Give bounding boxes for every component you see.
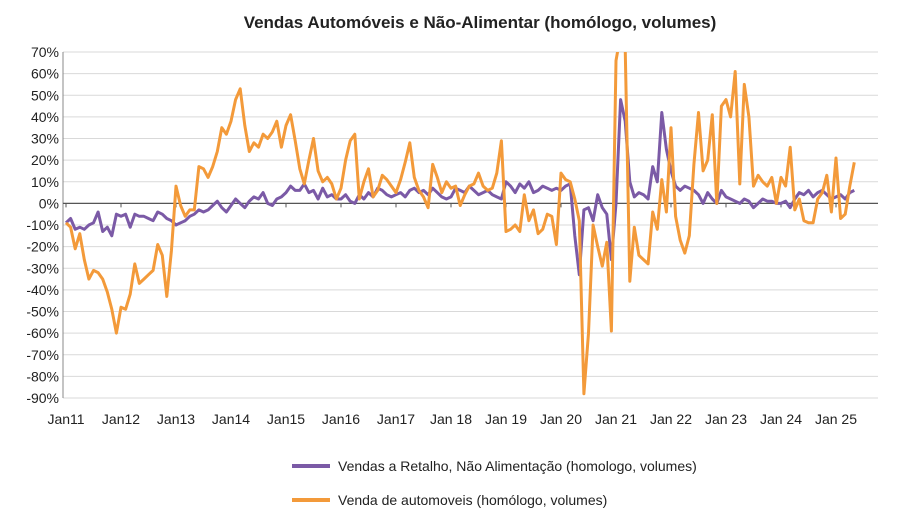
x-tick-label: Jan 24 — [760, 411, 802, 427]
x-tick-label: Jan16 — [322, 411, 360, 427]
x-tick-label: Jan 19 — [485, 411, 527, 427]
y-tick-label: -70% — [26, 347, 59, 363]
y-tick-label: 70% — [31, 44, 59, 60]
series-line-retail — [64, 98, 855, 277]
y-tick-label: 20% — [31, 152, 59, 168]
y-tick-label: 50% — [31, 87, 59, 103]
x-tick-label: Jan17 — [377, 411, 415, 427]
gridlines — [62, 51, 878, 399]
x-tick-label: Jan 22 — [650, 411, 692, 427]
x-tick-label: Jan15 — [267, 411, 305, 427]
x-tick-label: Jan 23 — [705, 411, 747, 427]
x-tick-label: Jan14 — [212, 411, 250, 427]
x-axis-ticks: Jan11 Jan12 Jan13 Jan14 Jan15 Jan16 Jan17 Jan 1… — [47, 203, 857, 427]
series-line-auto — [64, 52, 856, 396]
x-tick-label: Jan 21 — [595, 411, 637, 427]
y-tick-label: 10% — [31, 174, 59, 190]
chart-title: Vendas Automóveis e Não-Alimentar (homól… — [244, 13, 717, 32]
y-tick-label: 60% — [31, 66, 59, 82]
x-tick-label: Jan 25 — [815, 411, 857, 427]
x-tick-label: Jan 20 — [540, 411, 582, 427]
x-tick-label: Jan 18 — [430, 411, 472, 427]
y-tick-label: -80% — [26, 368, 59, 384]
legend-label-retail: Vendas a Retalho, Não Alimentação (homol… — [338, 458, 697, 474]
y-tick-label: -10% — [26, 217, 59, 233]
x-tick-label: Jan12 — [102, 411, 140, 427]
y-tick-label: 0% — [39, 195, 59, 211]
legend: Vendas a Retalho, Não Alimentação (homol… — [292, 458, 697, 508]
y-tick-label: -20% — [26, 239, 59, 255]
y-tick-label: 40% — [31, 109, 59, 125]
series-lines — [64, 52, 856, 396]
y-tick-label: -90% — [26, 390, 59, 406]
y-tick-label: -30% — [26, 260, 59, 276]
y-tick-label: -50% — [26, 304, 59, 320]
y-tick-label: -60% — [26, 325, 59, 341]
y-tick-label: -40% — [26, 282, 59, 298]
x-tick-label: Jan13 — [157, 411, 195, 427]
legend-label-auto: Venda de automoveis (homólogo, volumes) — [338, 492, 607, 508]
y-axis-ticks: 70% 60% 50% 40% 30% 20% 10% 0% -10% -20% -30% -40% -… — [26, 44, 59, 406]
y-tick-label: 30% — [31, 131, 59, 147]
x-tick-label: Jan11 — [47, 411, 84, 427]
